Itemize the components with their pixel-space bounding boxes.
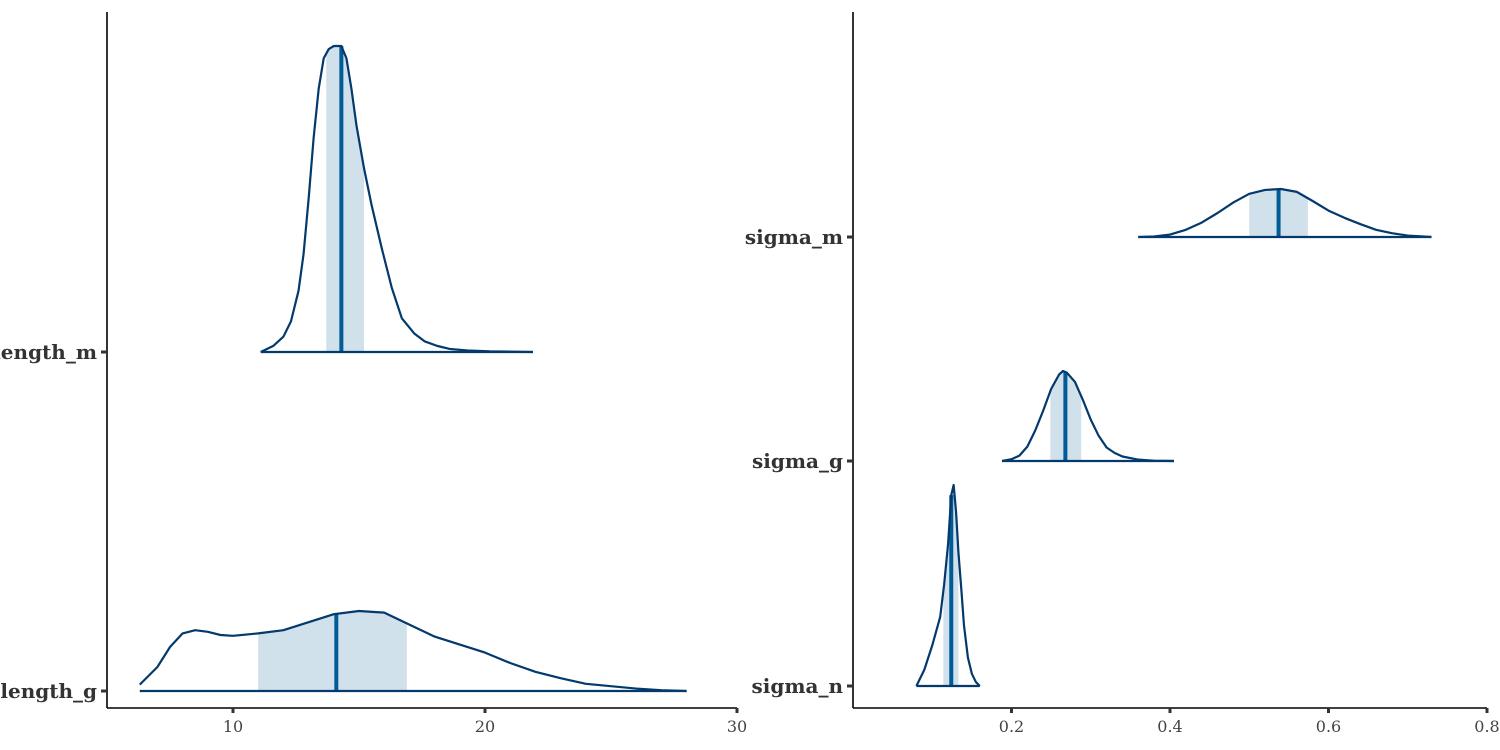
- x-tick-label: 0.8: [1474, 717, 1499, 736]
- credible-interval-area: [258, 611, 407, 691]
- density-curve: [915, 483, 981, 687]
- y-tick-label: sigma_g: [752, 449, 843, 473]
- density-curve: [260, 44, 533, 354]
- right-panel-sigma: 0.2 0.4 0.6 0.8 sigma_m sigma_g sigma_n: [745, 12, 1500, 736]
- series-sigma_g: sigma_g: [752, 369, 1174, 473]
- y-tick-label: length_g: [0, 679, 97, 703]
- x-tick-label: 0.4: [1157, 717, 1182, 736]
- credible-interval-area: [326, 46, 365, 352]
- left-panel-length: 10 20 30 length_m length_g: [0, 12, 747, 736]
- y-tick-label: sigma_n: [751, 674, 843, 698]
- series-length_m: length_m: [0, 44, 533, 364]
- x-tick-label: 10: [223, 717, 243, 736]
- x-tick-label: 0.6: [1316, 717, 1341, 736]
- y-tick-label: length_m: [0, 340, 97, 364]
- x-tick-label: 30: [727, 717, 747, 736]
- y-tick-label: sigma_m: [745, 225, 843, 249]
- series-length_g: length_g: [0, 609, 687, 703]
- series-sigma_m: sigma_m: [745, 187, 1432, 249]
- x-tick-label: 20: [475, 717, 495, 736]
- x-tick-label: 0.2: [999, 717, 1024, 736]
- density-curve: [138, 609, 687, 693]
- density-curve: [1001, 369, 1174, 463]
- series-sigma_n: sigma_n: [751, 483, 981, 698]
- density-curve: [1138, 187, 1432, 239]
